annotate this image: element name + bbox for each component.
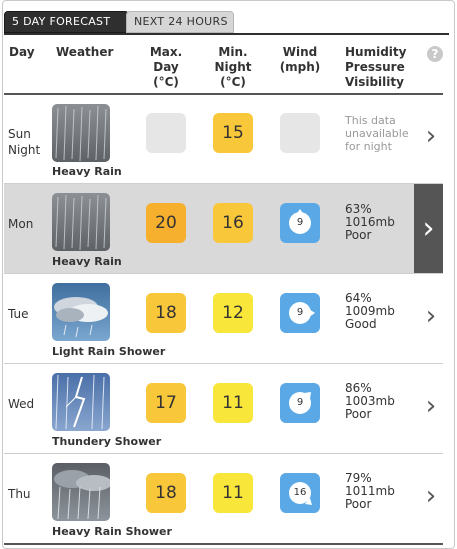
wind-direction-icon: 9 [280, 293, 320, 333]
header-min-line2: Night [214, 60, 252, 74]
max-temp: 18 [146, 473, 186, 513]
day-name: Wed [8, 397, 35, 411]
weather-stats: 63% 1016mb Poor [345, 203, 395, 242]
header-visibility: Visibility [345, 75, 404, 89]
wind-speed: 9 [289, 392, 311, 414]
day-label: Thu [8, 486, 31, 502]
pressure-value: 1009mb [345, 304, 395, 318]
table-bottom-border [4, 543, 443, 545]
humidity-value: 79% [345, 471, 372, 485]
wind-speed: 9 [289, 302, 311, 324]
chevron-right-icon: › [422, 211, 435, 246]
header-divider [4, 93, 443, 95]
visibility-value: Poor [345, 228, 372, 242]
max-temp: 18 [146, 293, 186, 333]
heavy-rain-shower-icon [52, 463, 110, 521]
header-max-line2: Day [153, 60, 179, 74]
header-wind-line1: Wind [282, 45, 318, 59]
wind-speed: 9 [289, 212, 311, 234]
day-name: Tue [8, 307, 29, 321]
chevron-right-icon[interactable]: › [425, 481, 437, 511]
min-temp: 11 [213, 383, 253, 423]
column-header-min-night: Min. Night (°C) [207, 45, 259, 90]
column-header-wind: Wind (mph) [274, 45, 326, 75]
day-name: Mon [8, 217, 34, 231]
chevron-right-icon[interactable]: › [425, 391, 437, 421]
weather-stats: 86% 1003mb Poor [345, 382, 395, 421]
humidity-value: 86% [345, 381, 372, 395]
pressure-value: 1011mb [345, 484, 395, 498]
max-temp-empty [146, 113, 186, 153]
row-divider [4, 273, 443, 274]
row-expand-button[interactable]: › [414, 184, 443, 273]
column-header-day: Day [9, 45, 35, 59]
tab-underline [4, 33, 449, 35]
row-divider [4, 363, 443, 364]
min-temp: 15 [213, 113, 253, 153]
header-min-line1: Min. [218, 45, 248, 59]
weather-label: Thundery Shower [52, 435, 162, 448]
stats-line: unavailable [345, 127, 409, 140]
visibility-value: Poor [345, 407, 372, 421]
weather-label: Heavy Rain [52, 255, 122, 268]
day-name: Thu [8, 487, 31, 501]
wind-direction-icon: 9 [280, 383, 320, 423]
help-icon[interactable]: ? [427, 46, 443, 62]
light-rain-shower-icon [52, 283, 110, 341]
column-header-max-day: Max. Day (°C) [140, 45, 192, 90]
day-label: Sun Night [8, 126, 40, 158]
column-header-weather: Weather [56, 45, 114, 59]
humidity-value: 63% [345, 202, 372, 216]
day-label: Wed [8, 396, 34, 412]
row-divider [4, 453, 443, 454]
weather-label: Light Rain Shower [52, 345, 166, 358]
stats-unavailable: This data unavailable for night [345, 114, 409, 153]
chevron-right-icon[interactable]: › [425, 301, 437, 331]
pressure-value: 1003mb [345, 394, 395, 408]
min-temp: 12 [213, 293, 253, 333]
tab-5-day-forecast[interactable]: 5 DAY FORECAST [4, 11, 129, 33]
wind-direction-icon: 16 [280, 473, 320, 513]
visibility-value: Good [345, 317, 377, 331]
weather-label: Heavy Rain [52, 165, 122, 178]
stats-line: This data [345, 114, 396, 127]
stats-line: for night [345, 140, 392, 153]
row-divider [4, 183, 443, 184]
day-part: Night [8, 143, 41, 157]
header-max-line1: Max. [149, 45, 183, 59]
min-temp: 11 [213, 473, 253, 513]
header-pressure: Pressure [345, 60, 405, 74]
column-header-humidity-pressure-visibility: Humidity Pressure Visibility [345, 45, 406, 90]
thundery-shower-icon [52, 373, 110, 431]
heavy-rain-icon [52, 104, 110, 162]
humidity-value: 64% [345, 291, 372, 305]
wind-speed: 16 [289, 482, 311, 504]
header-wind-line2: (mph) [279, 60, 321, 74]
wind-direction-icon: 9 [280, 203, 320, 243]
weather-label: Heavy Rain Shower [52, 525, 172, 538]
day-label: Mon [8, 216, 33, 232]
weather-stats: 79% 1011mb Poor [345, 472, 395, 511]
tab-next-24-hours[interactable]: NEXT 24 HOURS [126, 11, 234, 33]
day-label: Tue [8, 306, 29, 322]
pressure-value: 1016mb [345, 215, 395, 229]
weather-stats: 64% 1009mb Good [345, 292, 395, 331]
max-temp: 17 [146, 383, 186, 423]
header-min-line3: (°C) [220, 75, 246, 89]
day-name: Sun [8, 127, 31, 141]
max-temp: 20 [146, 203, 186, 243]
visibility-value: Poor [345, 497, 372, 511]
wind-empty [280, 113, 320, 153]
chevron-right-icon[interactable]: › [425, 121, 437, 151]
header-max-line3: (°C) [153, 75, 179, 89]
header-humidity: Humidity [345, 45, 407, 59]
min-temp: 16 [213, 203, 253, 243]
heavy-rain-icon [52, 193, 110, 251]
